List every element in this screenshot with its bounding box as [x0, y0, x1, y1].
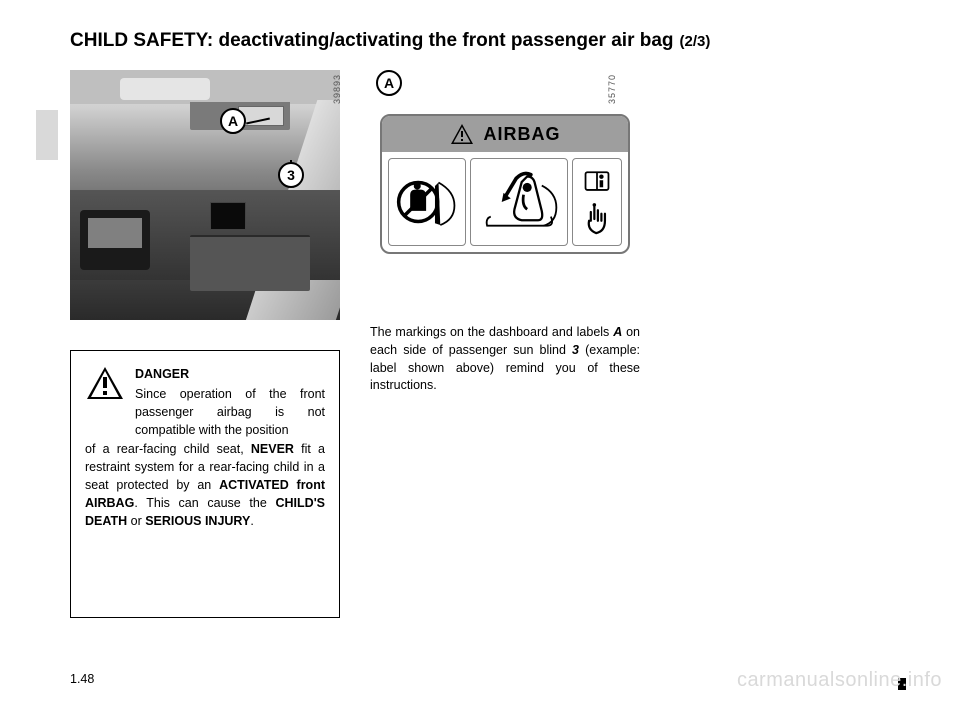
airbag-header: AIRBAG	[382, 116, 628, 152]
danger-line3-end: .	[250, 514, 253, 528]
mid-bold-3: 3	[572, 343, 579, 357]
danger-never: NEVER	[251, 442, 294, 456]
airbag-pictogram-info	[572, 158, 622, 246]
airbag-pictogram-prohibit	[388, 158, 466, 246]
column-middle: A 35770 AIRBAG	[370, 70, 625, 650]
airbag-pictogram-seat	[470, 158, 568, 246]
dash-center-console	[80, 210, 150, 270]
mid-bold-a: A	[613, 325, 622, 339]
side-tab	[36, 110, 58, 160]
callout-a-label: A	[376, 70, 402, 96]
airbag-warning-label: AIRBAG	[380, 114, 630, 254]
seat-rear-facing-icon	[478, 164, 560, 240]
prohibit-childseat-icon	[396, 164, 458, 240]
danger-title: DANGER	[135, 365, 325, 383]
image-code-mid: 35770	[607, 74, 617, 104]
danger-line2-pre: of a rear-facing child seat,	[85, 442, 251, 456]
airbag-label-wrap: AIRBAG	[370, 114, 640, 282]
dash-roof	[70, 70, 340, 104]
danger-box: DANGER Since operation of the front pass…	[70, 350, 340, 618]
watermark: carmanualsonline.info	[737, 669, 942, 692]
callout-a-image: A	[220, 108, 246, 134]
airbag-body	[382, 152, 628, 252]
page-title: CHILD SAFETY: deactivating/activating th…	[70, 30, 674, 52]
manual-page: CHILD SAFETY: deactivating/activating th…	[0, 0, 960, 710]
dash-glovebox	[190, 235, 310, 291]
hand-point-icon	[582, 201, 612, 237]
mid-paragraph: The markings on the dashboard and labels…	[370, 324, 640, 395]
page-number: 1.48	[70, 672, 94, 686]
column-left: 39893 A 3 DANGER Since operation	[70, 70, 340, 650]
danger-line1: Since operation of the front passenger a…	[135, 387, 325, 437]
read-manual-icon	[582, 167, 612, 197]
content-columns: 39893 A 3 DANGER Since operation	[70, 70, 910, 650]
warning-triangle-icon	[85, 365, 125, 401]
danger-header-row: DANGER Since operation of the front pass…	[85, 365, 325, 440]
page-subtitle: (2/3)	[680, 33, 711, 50]
warning-triangle-small-icon	[450, 123, 474, 145]
danger-injury: SERIOUS INJURY	[145, 514, 250, 528]
dashboard-illustration: 39893 A 3	[70, 70, 340, 320]
danger-body: of a rear-facing child seat, NEVER fit a…	[85, 440, 325, 531]
image-code-left: 39893	[332, 74, 340, 104]
danger-first-block: DANGER Since operation of the front pass…	[135, 365, 325, 440]
mid-text-pre: The markings on the dashboard and labels	[370, 325, 613, 339]
danger-line3-mid: or	[127, 514, 145, 528]
column-right	[655, 70, 910, 650]
airbag-header-text: AIRBAG	[484, 124, 561, 145]
dash-vent	[210, 202, 246, 230]
callout-3-image: 3	[278, 162, 304, 188]
danger-line3-pre: . This can cause the	[134, 496, 275, 510]
page-title-row: CHILD SAFETY: deactivating/activating th…	[70, 30, 910, 52]
